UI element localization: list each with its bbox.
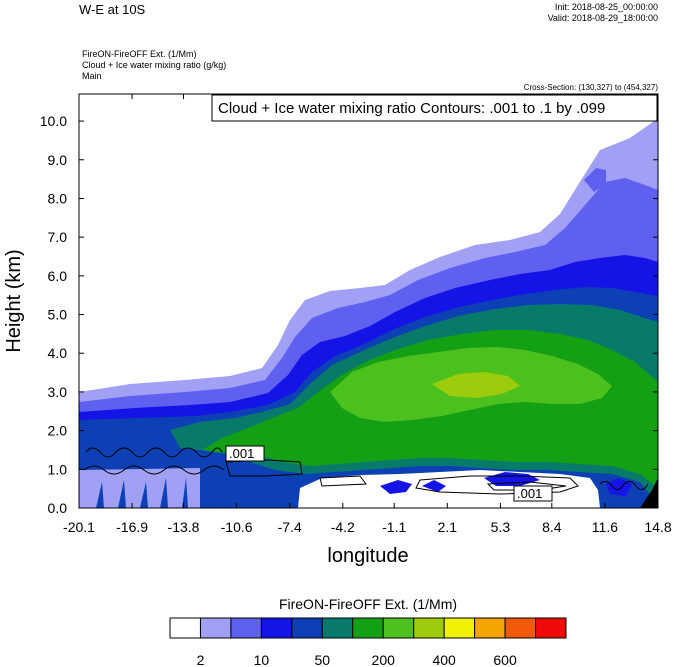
x-tick-label: -20.1 (63, 519, 95, 535)
contour-line (599, 480, 649, 490)
x-tick-label: -4.2 (331, 519, 355, 535)
x-axis-title: longitude (327, 545, 408, 567)
colorbar-swatch (504, 617, 537, 639)
y-tick-label: 4.0 (48, 345, 68, 361)
contour-line (85, 447, 223, 458)
contour-line (486, 481, 567, 491)
contour-line (319, 475, 367, 487)
x-tick-label: -13.8 (168, 519, 200, 535)
colorbar-swatch (413, 617, 445, 639)
init-time: Init: 2018-08-25_00:00:00 (554, 2, 658, 12)
x-tick-label: -1.1 (382, 519, 406, 535)
contour-info: Cloud + Ice water mixing ratio Contours:… (218, 100, 605, 117)
x-tick-label: 14.8 (644, 519, 671, 535)
contour-line (83, 465, 225, 475)
y-axis: 0.0 1.0 2.0 3.0 4.0 5.0 6.0 7.0 8.0 9.0 10.0 (40, 113, 658, 516)
field-level-8 (432, 372, 520, 398)
x-tick-label: 5.3 (491, 519, 511, 535)
field-corner-black (640, 478, 658, 508)
colorbar-swatch (291, 617, 323, 639)
contour-label-1: .001 (229, 446, 254, 461)
y-tick-label: 9.0 (48, 152, 68, 168)
colorbar-swatch (443, 617, 476, 639)
x-tick-label: 2.1 (438, 519, 458, 535)
y-tick-label: 2.0 (48, 423, 68, 439)
colorbar-swatch (230, 617, 262, 639)
contour-label-2: .001 (517, 486, 542, 501)
extinction-field (79, 94, 658, 508)
x-tick-label: 8.4 (542, 519, 562, 535)
colorbar-label: 2 (197, 652, 205, 667)
colorbar-swatch (535, 617, 567, 639)
colorbar-label: 400 (432, 652, 456, 667)
domain-name: Main (82, 71, 102, 81)
plot-frame (78, 93, 659, 509)
y-tick-label: 10.0 (40, 113, 67, 129)
chart-title: W-E at 10S (79, 2, 146, 17)
x-tick-label: -16.9 (116, 519, 148, 535)
contour-info-box (211, 94, 658, 122)
valid-time: Valid: 2018-08-29_18:00:00 (547, 13, 658, 23)
y-tick-label: 7.0 (48, 229, 68, 245)
y-tick-label: 1.0 (48, 461, 68, 477)
y-tick-label: 3.0 (48, 384, 68, 400)
x-tick-label: -7.4 (278, 519, 302, 535)
contour-label-box-2 (513, 485, 553, 502)
contour-label-box-1 (225, 445, 265, 462)
y-tick-label: 5.0 (48, 307, 68, 323)
colorbar: 2 10 50 200 400 600 (169, 617, 567, 667)
colorbar-title: FireON-FireOFF Ext. (1/Mm) (279, 596, 457, 612)
x-tick-label: -10.6 (221, 519, 253, 535)
colorbar-swatch (199, 617, 232, 639)
field-name-mixing-ratio: Cloud + Ice water mixing ratio (g/kg) (82, 60, 227, 70)
mixing-ratio-contours (83, 447, 649, 495)
contour-line (415, 475, 579, 495)
colorbar-swatch (260, 617, 293, 639)
field-level-upper-patch (584, 168, 606, 192)
field-name-extinction: FireON-FireOFF Ext. (1/Mm) (82, 49, 197, 59)
colorbar-swatch (382, 617, 415, 639)
y-tick-label: 0.0 (48, 500, 68, 516)
colorbar-swatch (352, 617, 384, 639)
x-tick-label: 11.6 (592, 519, 618, 535)
contour-line (225, 459, 303, 477)
field-low-stripes (79, 468, 200, 508)
colorbar-label: 10 (254, 652, 270, 667)
x-axis: -20.1 -16.9 -13.8 -10.6 -7.4 -4.2 -1.1 2.1 5.3 8.… (63, 94, 672, 535)
colorbar-label: 600 (493, 652, 517, 667)
cross-section-label: Cross-Section: (130,327) to (454,327) (523, 83, 658, 92)
field-blue-tail (380, 472, 632, 496)
colorbar-label: 200 (372, 652, 396, 667)
y-axis-title: Height (km) (3, 249, 25, 352)
colorbar-swatch (169, 617, 201, 639)
colorbar-label: 50 (315, 652, 331, 667)
colorbar-swatch (474, 617, 506, 639)
y-tick-label: 8.0 (48, 190, 68, 206)
colorbar-swatch (321, 617, 354, 639)
y-tick-label: 6.0 (48, 268, 68, 284)
